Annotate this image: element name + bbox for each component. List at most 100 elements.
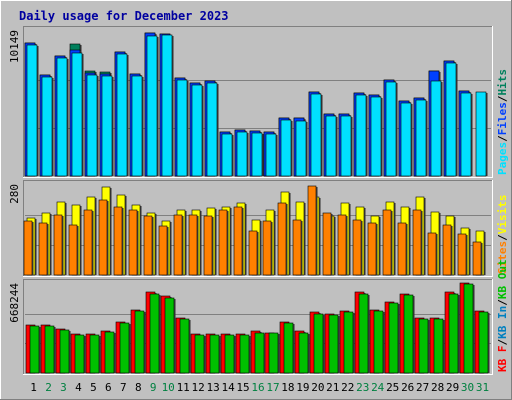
bar-sites-day-29 — [442, 224, 452, 276]
bar-shadow — [110, 188, 112, 275]
day-label: 8 — [135, 381, 142, 394]
bar-shadow — [245, 204, 247, 275]
bar-sites-day-2 — [38, 222, 48, 276]
bar-shadow — [200, 211, 202, 275]
bar-sites-day-8 — [128, 209, 138, 276]
day-label: 25 — [386, 381, 399, 394]
bar-shadow — [69, 331, 71, 373]
bar-shadow — [97, 76, 99, 176]
bar-shadow — [155, 214, 157, 275]
bar-shadow — [107, 201, 109, 275]
panel-legend: Sites/Visits — [496, 195, 509, 275]
bar-kb-out-day-2 — [44, 325, 55, 374]
bar-pages-day-6 — [101, 75, 113, 177]
bar-shadow — [137, 211, 139, 275]
bar-sites-day-15 — [233, 206, 243, 276]
bar-pages-day-30 — [460, 92, 472, 177]
bar-shadow — [35, 219, 37, 275]
bar-sites-day-6 — [98, 199, 108, 276]
bar-shadow — [232, 135, 234, 176]
bar-shadow — [421, 211, 423, 275]
bar-sites-day-25 — [382, 209, 392, 276]
bar-kb-out-day-1 — [29, 325, 40, 374]
bar-pages-day-25 — [385, 81, 397, 177]
bar-shadow — [212, 217, 214, 275]
bar-sites-day-22 — [337, 214, 347, 276]
bar-shadow — [172, 36, 174, 176]
bar-shadow — [65, 203, 67, 275]
bar-pages-day-11 — [176, 79, 188, 177]
bar-shadow — [398, 304, 400, 373]
bar-shadow — [215, 209, 217, 275]
bar-shadow — [262, 134, 264, 176]
bar-shadow — [276, 135, 278, 176]
bar-shadow — [67, 59, 69, 176]
bar-shadow — [242, 208, 244, 275]
bar-pages-day-8 — [131, 75, 143, 177]
bar-shadow — [219, 336, 221, 373]
day-label: 18 — [281, 381, 294, 394]
legend-separator: / — [496, 234, 509, 241]
bar-shadow — [391, 211, 393, 275]
bar-kb-out-day-6 — [104, 331, 115, 374]
bar-shadow — [383, 312, 385, 373]
bar-pages-day-22 — [340, 115, 352, 177]
bar-shadow — [413, 296, 415, 373]
bar-pages-day-28 — [430, 80, 442, 177]
day-label: 15 — [236, 381, 249, 394]
panel-legend: KB F/KB In/KB Out — [496, 259, 509, 372]
bar-sites-day-11 — [173, 214, 183, 276]
bar-pages-day-2 — [41, 76, 53, 177]
bar-shadow — [368, 295, 370, 373]
bar-kb-out-day-21 — [328, 314, 339, 374]
day-label: 3 — [60, 381, 67, 394]
bar-shadow — [125, 196, 127, 275]
bar-pages-day-15 — [236, 131, 248, 177]
bar-kb-out-day-8 — [134, 310, 145, 374]
panel-visits-sites: 280 Sites/Visits — [8, 180, 509, 277]
bar-sites-day-9 — [143, 215, 153, 276]
bar-shadow — [167, 227, 169, 275]
bar-sites-day-18 — [277, 202, 287, 276]
bar-shadow — [80, 206, 82, 275]
bar-kb-out-day-23 — [358, 293, 369, 374]
bar-sites-day-13 — [203, 215, 213, 276]
bar-pages-day-17 — [265, 133, 277, 177]
bar-shadow — [409, 208, 411, 275]
bar-kb-out-day-5 — [89, 334, 100, 374]
bar-sites-day-17 — [262, 220, 272, 276]
day-label: 26 — [401, 381, 414, 394]
bar-shadow — [488, 313, 490, 373]
bar-shadow — [114, 333, 116, 373]
bar-sites-day-19 — [292, 219, 302, 276]
day-label: 29 — [446, 381, 459, 394]
bar-kb-out-day-9 — [149, 293, 160, 374]
day-label: 24 — [371, 381, 385, 394]
day-label: 1 — [30, 381, 37, 394]
day-label: 11 — [177, 381, 190, 394]
bar-pages-day-29 — [445, 62, 457, 177]
bar-kb-out-day-13 — [209, 334, 220, 374]
day-label: 22 — [341, 381, 354, 394]
bar-kb-out-day-19 — [298, 332, 309, 374]
day-label: 5 — [90, 381, 97, 394]
bar-sites-day-20 — [307, 185, 317, 276]
bar-shadow — [217, 84, 219, 176]
bar-shadow — [247, 133, 249, 176]
bar-shadow — [443, 320, 445, 373]
bar-kb-out-day-28 — [433, 318, 444, 374]
bar-shadow — [426, 101, 428, 176]
peak-value-label: 668244 — [8, 283, 21, 323]
chart-title: Daily usage for December 2023 — [19, 9, 229, 23]
bar-shadow — [112, 77, 114, 176]
bar-shadow — [185, 211, 187, 275]
legend-item: Files — [496, 102, 509, 135]
bar-kb-out-day-15 — [239, 334, 250, 374]
bar-shadow — [84, 336, 86, 373]
bar-shadow — [47, 224, 49, 275]
peak-value-label: 280 — [8, 184, 21, 204]
bar-shadow — [379, 217, 381, 275]
bar-shadow — [159, 295, 161, 373]
bar-shadow — [39, 327, 41, 373]
